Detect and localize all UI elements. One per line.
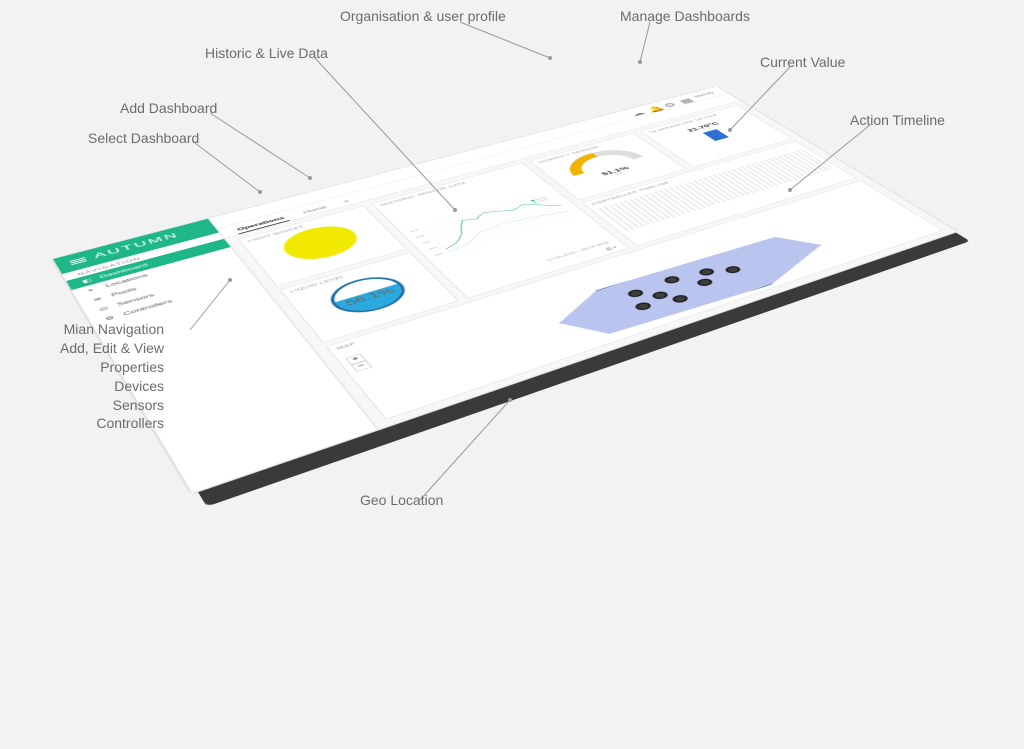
liquid-level-widget[interactable]: LIQUID LEVEL 56.1% bbox=[279, 252, 459, 343]
card-title: LIQUID LEVEL bbox=[289, 257, 409, 294]
map-pin[interactable] bbox=[625, 288, 645, 298]
anno-manage-dash: Manage Dashboards bbox=[620, 8, 750, 24]
svg-text:50.00: 50.00 bbox=[422, 241, 432, 245]
liquid-value: 56.1% bbox=[300, 274, 439, 321]
map-pin[interactable] bbox=[670, 294, 690, 304]
anno-historic: Historic & Live Data bbox=[205, 45, 328, 61]
liquid-gauge-icon bbox=[312, 266, 425, 324]
date-range: 17.04.2016 – 29.04.2016 bbox=[463, 240, 614, 288]
map-pin[interactable] bbox=[696, 267, 716, 277]
anno-org-profile: Organisation & user profile bbox=[340, 8, 506, 24]
chart-type-icon[interactable]: ⫾⫿ ▾ bbox=[604, 245, 619, 252]
zoom-out-button[interactable]: − bbox=[351, 360, 372, 372]
bell-icon[interactable]: 🔔 bbox=[644, 106, 658, 112]
map-pin[interactable] bbox=[723, 265, 743, 275]
dash-icon[interactable]: ▦ bbox=[677, 97, 691, 102]
sensor-icon: ◎ bbox=[98, 304, 112, 311]
svg-text:60.00: 60.00 bbox=[410, 229, 420, 233]
pin-icon: ⌖ bbox=[86, 286, 100, 293]
sliders-icon: ⚙ bbox=[104, 314, 118, 322]
cloud-icon[interactable]: ☁ bbox=[627, 110, 641, 116]
map-pin[interactable] bbox=[633, 301, 653, 311]
temperature-bar bbox=[703, 129, 729, 141]
add-dashboard-button[interactable]: + bbox=[341, 198, 352, 205]
anno-action-timeline: Action Timeline bbox=[850, 112, 945, 128]
layers-icon: ≋ bbox=[92, 295, 106, 302]
dashboard-icon: ◧ bbox=[81, 277, 95, 284]
svg-text:40.00: 40.00 bbox=[435, 253, 445, 257]
map-pin[interactable] bbox=[662, 275, 682, 285]
anno-geo: Geo Location bbox=[360, 492, 443, 508]
svg-text:55.00: 55.00 bbox=[416, 235, 426, 239]
anno-add-dashboard: Add Dashboard bbox=[120, 100, 217, 116]
menu-icon[interactable] bbox=[69, 256, 88, 265]
map-pin[interactable] bbox=[695, 277, 715, 287]
anno-current-value: Current Value bbox=[760, 54, 845, 70]
map-pin[interactable] bbox=[650, 290, 670, 300]
light-circle bbox=[274, 220, 367, 265]
anno-select-dashboard: Select Dashboard bbox=[88, 130, 199, 146]
zoom-in-button[interactable]: + bbox=[345, 354, 366, 366]
svg-text:45.00: 45.00 bbox=[428, 247, 438, 251]
